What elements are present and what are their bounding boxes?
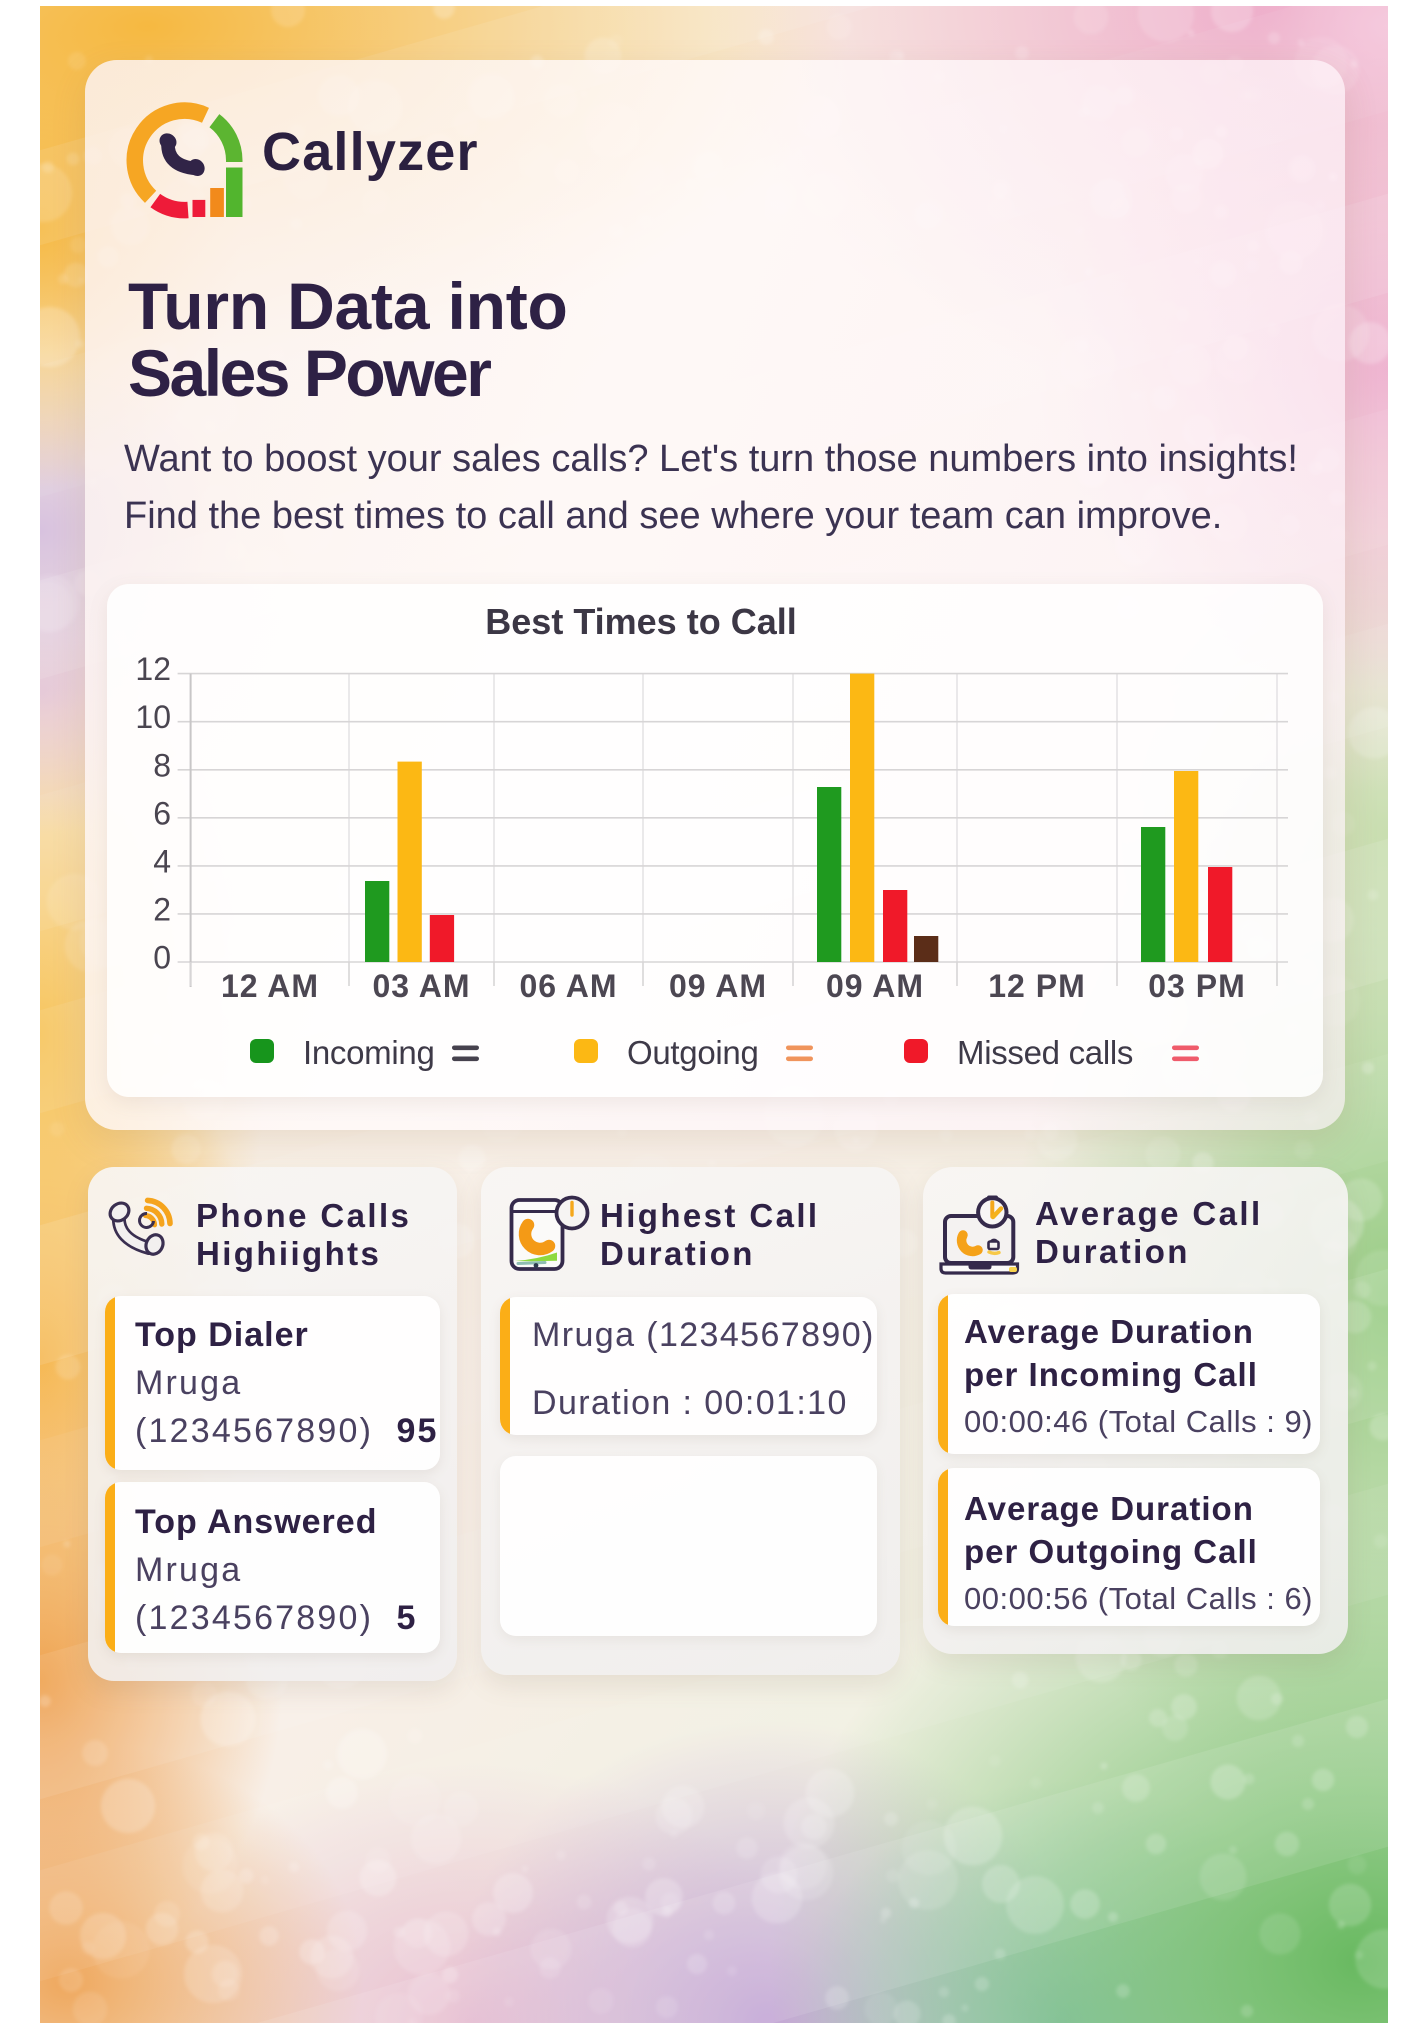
svg-text:Outgoing: Outgoing [627,1034,759,1071]
svg-text:2: 2 [153,891,171,927]
svg-text:0: 0 [153,940,171,976]
svg-text:12: 12 [135,651,171,687]
svg-text:09 AM: 09 AM [826,968,924,1004]
svg-text:09 AM: 09 AM [669,968,767,1004]
svg-text:Best Times to Call: Best Times to Call [485,601,796,642]
svg-text:03 AM: 03 AM [372,968,470,1004]
svg-text:Incoming: Incoming [303,1034,435,1071]
svg-text:6: 6 [153,795,171,831]
svg-text:12 PM: 12 PM [988,968,1085,1004]
svg-text:03 PM: 03 PM [1148,968,1245,1004]
svg-text:10: 10 [135,699,171,735]
svg-text:06 AM: 06 AM [519,968,617,1004]
svg-text:4: 4 [153,843,171,879]
svg-text:Missed calls: Missed calls [957,1034,1133,1071]
svg-text:12 AM: 12 AM [221,968,319,1004]
svg-text:8: 8 [153,747,171,783]
